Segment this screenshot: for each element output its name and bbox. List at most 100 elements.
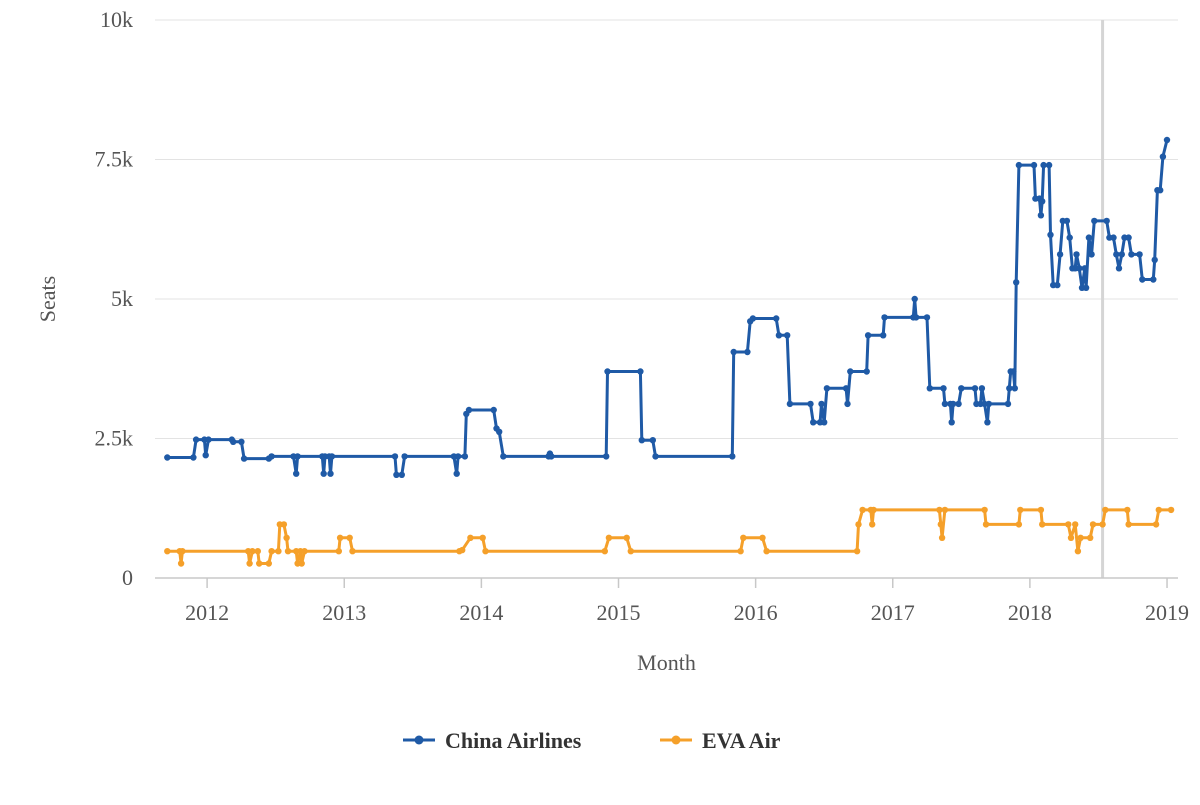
data-point xyxy=(280,521,288,528)
data-point xyxy=(202,452,209,459)
data-point xyxy=(190,454,197,461)
data-point xyxy=(1128,251,1135,258)
data-point xyxy=(936,506,943,514)
data-point xyxy=(1054,281,1061,289)
data-point xyxy=(844,400,851,408)
data-point xyxy=(490,406,497,414)
data-point xyxy=(249,548,256,555)
series-0 xyxy=(164,136,1171,478)
data-point xyxy=(737,548,744,555)
data-point xyxy=(938,534,946,541)
data-point xyxy=(179,548,186,555)
data-point xyxy=(230,438,237,445)
data-point xyxy=(859,506,866,514)
data-point xyxy=(256,560,263,567)
legend: China Airlines EVA Air xyxy=(403,728,781,753)
data-point xyxy=(246,560,253,567)
data-point xyxy=(1099,521,1106,528)
data-point xyxy=(603,453,610,460)
data-point xyxy=(740,534,747,541)
data-point xyxy=(1037,506,1045,514)
data-point xyxy=(164,454,171,461)
data-point xyxy=(461,453,469,460)
data-point xyxy=(177,560,185,567)
data-point xyxy=(328,453,336,460)
data-point xyxy=(459,546,466,554)
data-point xyxy=(268,453,275,460)
data-point xyxy=(1167,506,1175,514)
legend-item[interactable]: EVA Air xyxy=(660,728,781,753)
data-point xyxy=(881,314,888,321)
data-point xyxy=(1124,506,1131,514)
data-point xyxy=(293,470,300,477)
x-tick-label: 2015 xyxy=(597,600,641,625)
data-point xyxy=(1125,521,1132,528)
series-1 xyxy=(164,506,1175,567)
data-point xyxy=(971,385,979,392)
data-point xyxy=(1155,506,1163,514)
data-point xyxy=(1110,234,1117,241)
data-point xyxy=(807,400,814,408)
data-point xyxy=(398,471,405,478)
data-point xyxy=(763,548,770,555)
data-point xyxy=(1004,400,1012,408)
data-point xyxy=(912,314,920,321)
x-tick-label: 2019 xyxy=(1145,600,1189,625)
y-tick-label: 10k xyxy=(100,7,133,32)
data-point xyxy=(1152,521,1160,528)
data-point xyxy=(1065,521,1072,528)
data-point xyxy=(1076,265,1083,272)
data-point xyxy=(984,419,991,426)
data-point xyxy=(821,419,828,426)
data-point xyxy=(465,406,473,414)
data-point xyxy=(949,400,957,408)
data-point xyxy=(238,438,245,445)
data-point xyxy=(335,548,342,555)
data-point xyxy=(842,385,850,392)
data-point xyxy=(638,437,645,444)
data-point xyxy=(1037,212,1045,219)
data-point xyxy=(1030,161,1038,169)
data-point xyxy=(818,400,825,408)
data-point xyxy=(604,368,611,375)
data-point xyxy=(454,453,462,460)
data-point xyxy=(749,315,757,322)
data-point xyxy=(1125,234,1132,241)
x-tick-label: 2013 xyxy=(322,600,366,625)
data-point xyxy=(775,332,783,339)
data-point xyxy=(941,400,949,408)
legend-item[interactable]: China Airlines xyxy=(403,728,582,753)
data-point xyxy=(729,453,736,460)
x-axis: 2012 2013 2014 2015 2016 2017 2018 2019 xyxy=(155,577,1189,625)
series-line xyxy=(167,508,1172,565)
data-point xyxy=(284,548,292,555)
data-point xyxy=(482,548,489,555)
data-point xyxy=(500,453,507,460)
data-point xyxy=(1015,521,1023,528)
data-point xyxy=(265,560,272,567)
data-point xyxy=(192,436,200,443)
data-point xyxy=(870,506,877,514)
y-axis: 0 2.5k 5k 7.5k 10k xyxy=(95,7,134,590)
data-point xyxy=(1074,548,1082,555)
data-point xyxy=(453,470,460,477)
data-point xyxy=(810,419,817,426)
data-point xyxy=(1006,385,1013,392)
data-point xyxy=(869,521,876,528)
data-point xyxy=(958,385,965,392)
legend-label: China Airlines xyxy=(445,728,582,753)
data-point xyxy=(1136,251,1143,258)
y-tick-label: 2.5k xyxy=(95,426,134,451)
data-point xyxy=(605,534,613,541)
data-point xyxy=(982,521,990,528)
data-point xyxy=(1067,534,1075,541)
y-tick-label: 7.5k xyxy=(95,147,134,172)
data-point xyxy=(823,385,831,392)
data-point xyxy=(336,534,344,541)
data-point xyxy=(1139,276,1146,283)
data-point xyxy=(853,548,861,555)
data-point xyxy=(1102,506,1109,514)
data-point xyxy=(1039,521,1046,528)
x-tick-label: 2017 xyxy=(871,600,915,625)
